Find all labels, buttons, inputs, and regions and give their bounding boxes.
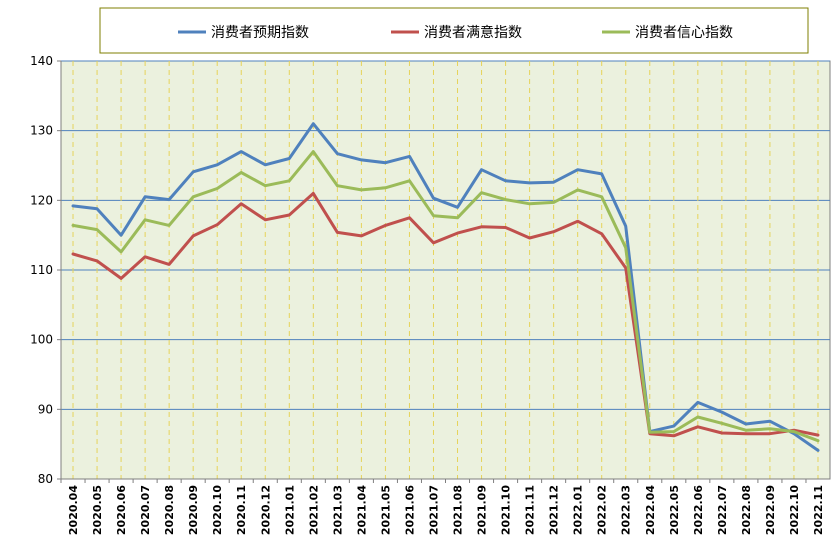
x-tick-label: 2020.07 xyxy=(139,485,152,535)
x-tick-label: 2021.12 xyxy=(548,485,561,535)
x-tick-label: 2022.09 xyxy=(764,485,777,535)
x-tick-label: 2021.07 xyxy=(427,485,440,535)
y-tick-label: 90 xyxy=(38,402,53,416)
x-tick-label: 2020.05 xyxy=(91,485,104,535)
legend-entry-label: 消费者满意指数 xyxy=(424,24,522,41)
x-tick-label: 2021.05 xyxy=(379,485,392,535)
x-tick-label: 2022.10 xyxy=(788,485,801,535)
x-tick-label: 2022.04 xyxy=(644,485,657,535)
x-tick-label: 2021.11 xyxy=(524,485,537,535)
x-tick-label: 2020.12 xyxy=(259,485,272,535)
x-tick-label: 2021.03 xyxy=(331,485,344,535)
x-axis: 2020.04 2020.05 2020.06 2020.07 2020.08 2020.… xyxy=(60,478,830,535)
x-tick-label: 2021.09 xyxy=(476,485,489,535)
x-tick-label: 2022.03 xyxy=(620,485,633,535)
x-tick-label: 2020.08 xyxy=(163,485,176,535)
x-tick-label: 2021.04 xyxy=(355,485,368,535)
y-tick-label: 140 xyxy=(30,54,53,68)
x-tick-label: 2022.06 xyxy=(692,485,705,535)
x-tick-label: 2020.10 xyxy=(211,485,224,535)
x-tick-label: 2022.11 xyxy=(812,485,825,535)
series-line-2 xyxy=(71,150,820,443)
series-lines xyxy=(71,122,820,452)
y-tick-label: 80 xyxy=(38,472,53,486)
x-tick-label: 2022.08 xyxy=(740,485,753,535)
x-tick-label: 2022.01 xyxy=(572,485,585,535)
x-tick-label: 2020.11 xyxy=(235,485,248,535)
x-tick-label: 2021.01 xyxy=(283,485,296,535)
legend-entry-label: 消费者预期指数 xyxy=(211,25,309,41)
y-tick-label: 110 xyxy=(30,263,53,277)
x-tick-label: 2020.09 xyxy=(187,485,200,535)
x-tick-label: 2020.04 xyxy=(67,485,80,535)
x-tick-label: 2021.06 xyxy=(403,485,416,535)
x-tick-label: 2020.06 xyxy=(115,485,128,535)
legend-entry-label: 消费者信心指数 xyxy=(635,25,733,41)
x-tick-label: 2021.08 xyxy=(452,485,465,535)
x-tick-label: 2022.05 xyxy=(668,485,681,535)
x-tick-label: 2022.02 xyxy=(596,485,609,535)
y-tick-label: 130 xyxy=(30,124,53,138)
series-line-1 xyxy=(71,191,820,438)
y-axis: 80 90 100 110 120 130 140 xyxy=(30,54,62,486)
y-tick-label: 100 xyxy=(30,333,53,347)
grid-lines xyxy=(61,60,830,479)
x-tick-label: 2022.07 xyxy=(716,485,729,535)
x-tick-label: 2021.02 xyxy=(307,485,320,535)
legend-box xyxy=(99,7,809,54)
x-tick-label: 2021.10 xyxy=(500,485,513,535)
legend: 消费者预期指数 消费者满意指数 消费者信心指数 xyxy=(99,7,809,54)
series-line-0 xyxy=(71,122,820,452)
y-tick-label: 120 xyxy=(30,193,53,207)
